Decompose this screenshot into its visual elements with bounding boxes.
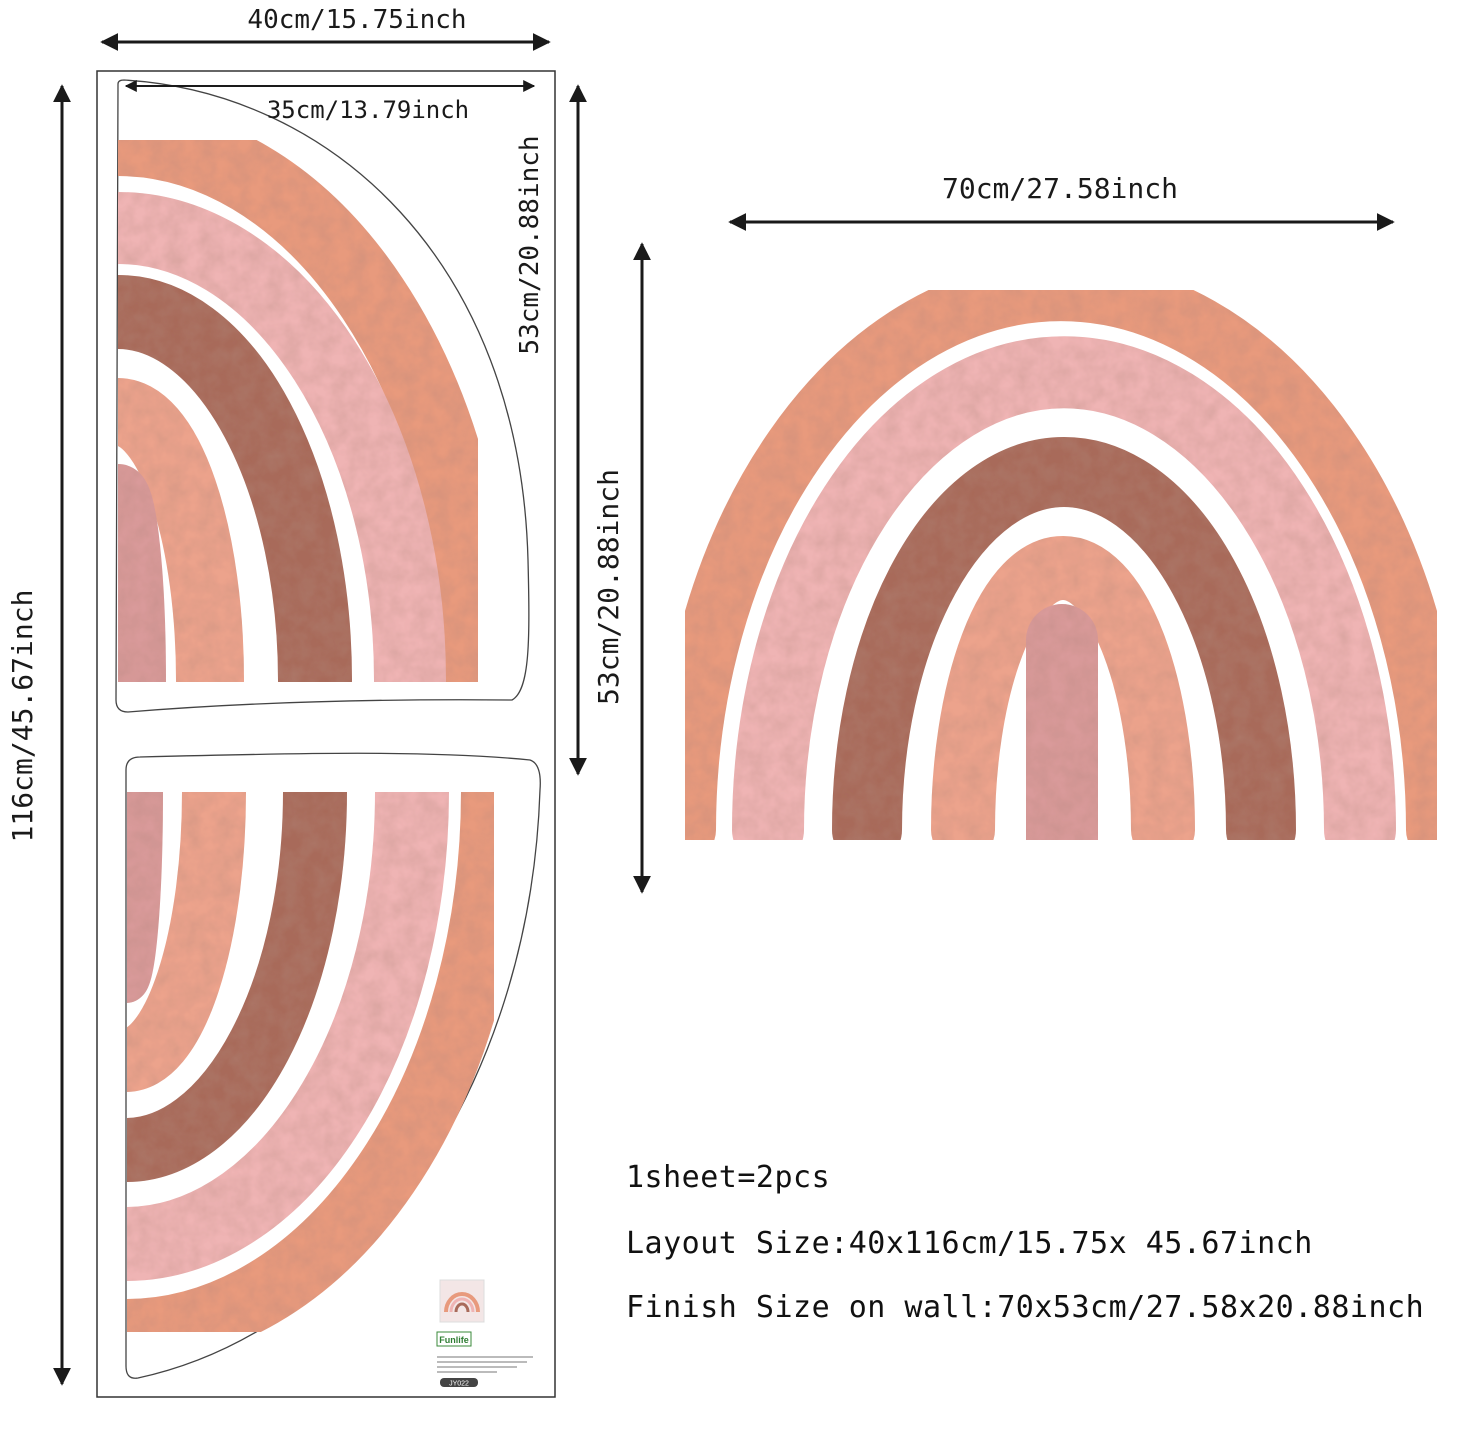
band-coral xyxy=(654,259,1458,861)
sheet-height-label: 116cm/45.67inch xyxy=(6,590,39,843)
pieces-info: 1sheet=2pcs xyxy=(626,1160,831,1195)
bottom-half-bands xyxy=(127,758,527,1365)
band-coral xyxy=(118,104,514,692)
band-peach xyxy=(118,378,244,692)
band-dusty-rose xyxy=(127,771,163,1003)
top-piece-outline xyxy=(115,79,530,713)
piece-width-label: 35cm/13.79inch xyxy=(267,96,469,124)
band-light-pink xyxy=(118,192,446,692)
thumbnail-image xyxy=(439,1279,485,1323)
band-brown xyxy=(832,437,1296,865)
band-coral xyxy=(127,759,527,1365)
sheet-width-label: 40cm/15.75inch xyxy=(247,5,466,35)
finished-width-label: 70cm/27.58inch xyxy=(942,172,1178,205)
product-code-badge xyxy=(440,1378,478,1387)
sticker-sheet: Funlife JY022 xyxy=(96,70,556,1398)
brand-text: Funlife xyxy=(439,1335,469,1345)
band-peach xyxy=(931,536,1195,862)
band-peach xyxy=(127,760,246,1092)
layout-size-info: Layout Size:40x116cm/15.75x 45.67inch xyxy=(626,1226,1313,1261)
piece-height-label: 53cm/20.88inch xyxy=(515,135,545,354)
product-code: JY022 xyxy=(449,1381,469,1388)
product-label: Funlife JY022 xyxy=(436,1279,533,1388)
finished-rainbow xyxy=(654,259,1458,876)
finished-height-label: 53cm/20.88inch xyxy=(592,469,625,705)
band-light-pink xyxy=(127,758,449,1281)
finish-size-info: Finish Size on wall:70x53cm/27.58x20.88i… xyxy=(626,1290,1425,1325)
band-light-pink xyxy=(732,336,1396,866)
bottom-piece-outline xyxy=(125,752,541,1379)
band-brown xyxy=(118,275,352,692)
band-brown xyxy=(127,760,347,1182)
top-half-bands xyxy=(118,104,514,692)
brand-logo xyxy=(436,1331,472,1347)
band-dusty-rose xyxy=(118,464,166,692)
